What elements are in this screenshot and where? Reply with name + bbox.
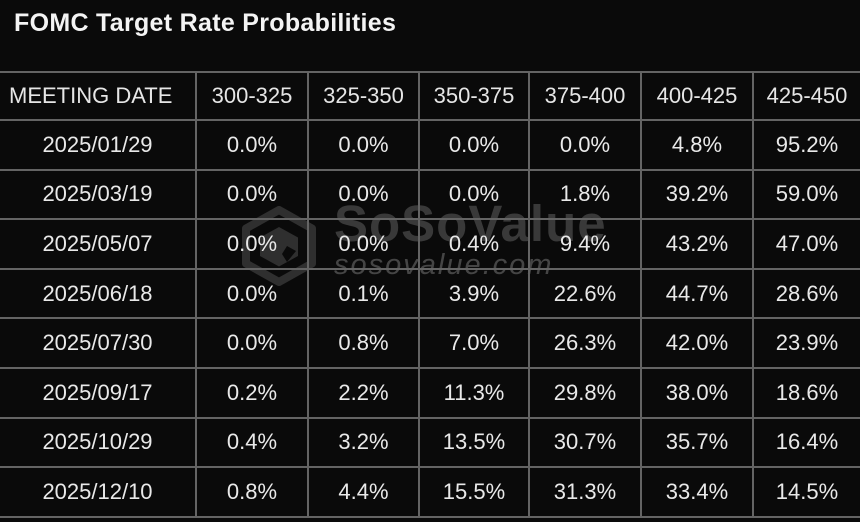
probability-cell: 15.5% <box>418 467 529 517</box>
probability-cell: 38.0% <box>640 367 753 418</box>
meeting-date-cell: 2025/10/29 <box>42 429 153 455</box>
probability-cell: 28.6% <box>752 268 860 319</box>
probability-cell: 0.0% <box>195 268 308 319</box>
probability-cell: 42.0% <box>640 318 753 368</box>
probability-cell: 0.0% <box>307 120 419 170</box>
rate-probabilities-table: MEETING DATE 300-325 325-350 350-375 375… <box>0 71 860 518</box>
probability-cell: 0.0% <box>307 219 419 269</box>
probability-cell: 39.2% <box>640 169 753 220</box>
probability-cell: 0.2% <box>195 367 308 418</box>
probability-cell: 30.7% <box>528 417 641 468</box>
probability-cell: 0.0% <box>418 169 529 220</box>
probability-cell: 4.4% <box>307 467 419 517</box>
probability-cell: 0.4% <box>418 219 529 269</box>
probability-cell: 11.3% <box>418 367 529 418</box>
probability-cell: 3.9% <box>418 268 529 319</box>
probability-cell: 0.0% <box>418 120 529 170</box>
column-header-400-425: 400-425 <box>640 72 753 120</box>
probability-cell: 59.0% <box>752 169 860 220</box>
column-header-300-325: 300-325 <box>195 72 308 120</box>
probability-cell: 29.8% <box>528 367 641 418</box>
header-row: MEETING DATE 300-325 325-350 350-375 375… <box>0 72 860 120</box>
table-row: 2025/09/17 0.2% 2.2% 11.3% 29.8% 38.0% 1… <box>0 367 860 418</box>
table-row: 2025/05/07 0.0% 0.0% 0.4% 9.4% 43.2% 47.… <box>0 219 860 269</box>
probability-cell: 26.3% <box>528 318 641 368</box>
column-header-meeting-date: MEETING DATE <box>9 83 173 108</box>
column-header-375-400: 375-400 <box>528 72 641 120</box>
table-row: 2025/10/29 0.4% 3.2% 13.5% 30.7% 35.7% 1… <box>0 417 860 468</box>
column-header-325-350: 325-350 <box>307 72 419 120</box>
meeting-date-cell: 2025/01/29 <box>42 131 153 157</box>
probability-cell: 14.5% <box>752 467 860 517</box>
column-header-350-375: 350-375 <box>418 72 529 120</box>
meeting-date-cell: 2025/09/17 <box>42 379 153 405</box>
probability-cell: 0.4% <box>195 417 308 468</box>
probability-cell: 0.0% <box>195 219 308 269</box>
probability-cell: 95.2% <box>752 120 860 170</box>
probability-cell: 7.0% <box>418 318 529 368</box>
probability-cell: 47.0% <box>752 219 860 269</box>
probability-cell: 33.4% <box>640 467 753 517</box>
probability-cell: 0.0% <box>307 169 419 220</box>
probability-cell: 3.2% <box>307 417 419 468</box>
probability-cell: 16.4% <box>752 417 860 468</box>
meeting-date-cell: 2025/12/10 <box>42 478 153 504</box>
probability-cell: 0.0% <box>195 120 308 170</box>
probability-cell: 18.6% <box>752 367 860 418</box>
probability-cell: 31.3% <box>528 467 641 517</box>
probability-cell: 2.2% <box>307 367 419 418</box>
page-title: FOMC Target Rate Probabilities <box>14 9 397 37</box>
meeting-date-cell: 2025/07/30 <box>42 330 153 356</box>
probability-cell: 43.2% <box>640 219 753 269</box>
probability-cell: 13.5% <box>418 417 529 468</box>
probability-cell: 0.0% <box>195 169 308 220</box>
probability-cell: 23.9% <box>752 318 860 368</box>
meeting-date-cell: 2025/03/19 <box>42 181 153 207</box>
probability-cell: 0.0% <box>528 120 641 170</box>
probability-cell: 44.7% <box>640 268 753 319</box>
table-row: 2025/12/10 0.8% 4.4% 15.5% 31.3% 33.4% 1… <box>0 467 860 517</box>
table-row: 2025/07/30 0.0% 0.8% 7.0% 26.3% 42.0% 23… <box>0 318 860 368</box>
probability-cell: 1.8% <box>528 169 641 220</box>
meeting-date-cell: 2025/05/07 <box>42 230 153 256</box>
probability-cell: 35.7% <box>640 417 753 468</box>
probability-cell: 0.8% <box>307 318 419 368</box>
probability-cell: 9.4% <box>528 219 641 269</box>
probability-cell: 0.1% <box>307 268 419 319</box>
probability-cell: 4.8% <box>640 120 753 170</box>
probability-cell: 0.0% <box>195 318 308 368</box>
table-row: 2025/03/19 0.0% 0.0% 0.0% 1.8% 39.2% 59.… <box>0 169 860 220</box>
probability-cell: 0.8% <box>195 467 308 517</box>
probability-cell: 22.6% <box>528 268 641 319</box>
column-header-425-450: 425-450 <box>752 72 860 120</box>
meeting-date-cell: 2025/06/18 <box>42 280 153 306</box>
table-row: 2025/01/29 0.0% 0.0% 0.0% 0.0% 4.8% 95.2… <box>0 120 860 170</box>
table-row: 2025/06/18 0.0% 0.1% 3.9% 22.6% 44.7% 28… <box>0 268 860 319</box>
